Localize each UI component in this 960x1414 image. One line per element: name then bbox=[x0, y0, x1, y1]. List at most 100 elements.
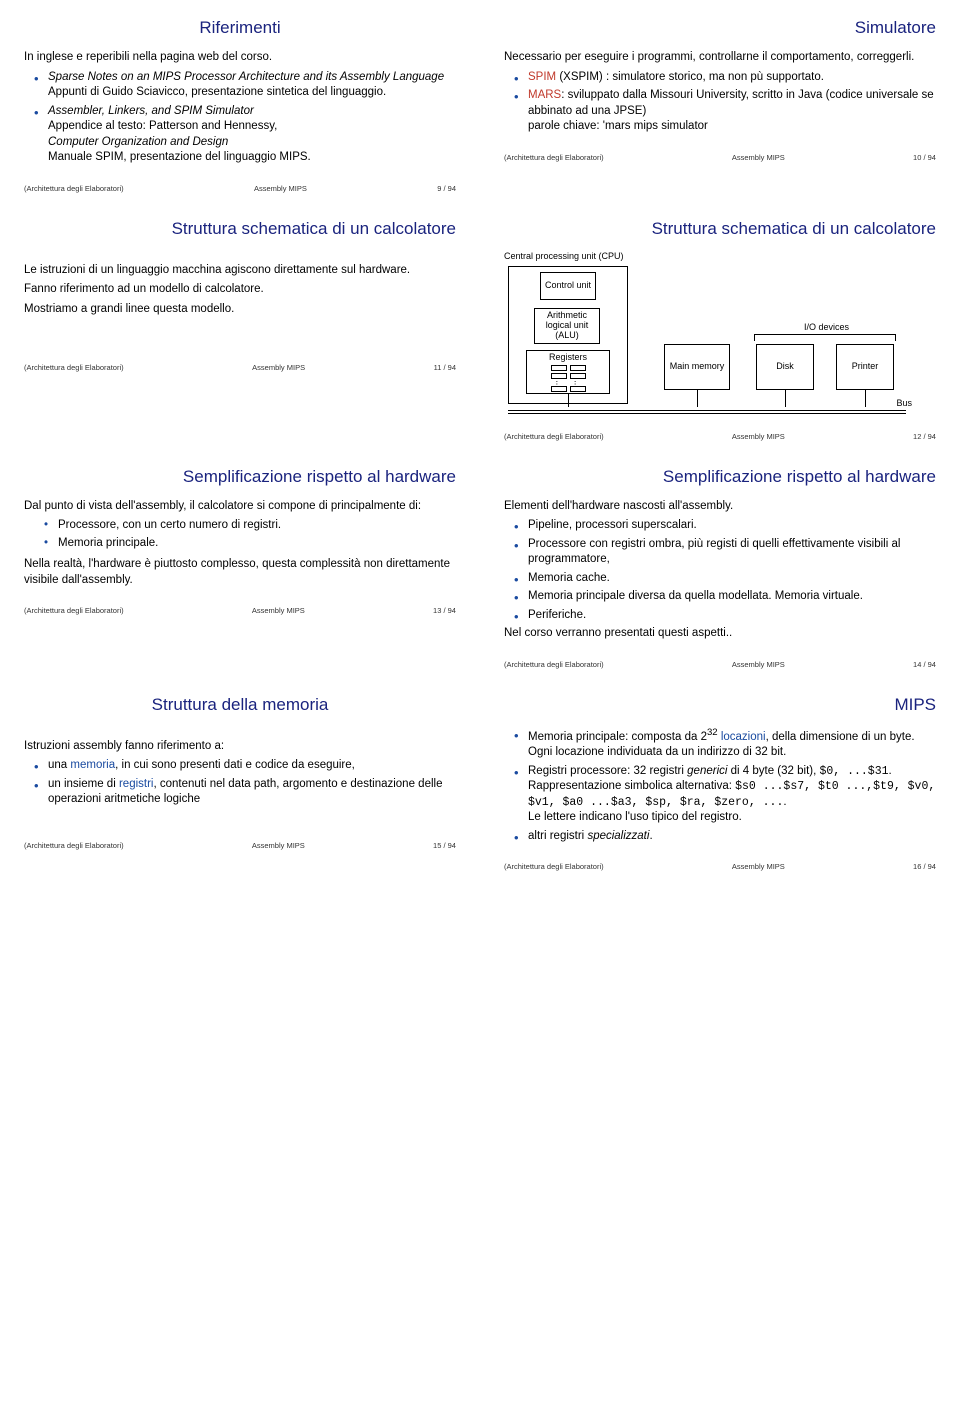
box-label: Control unit bbox=[545, 281, 591, 291]
footer-center: Assembly MIPS bbox=[732, 153, 785, 162]
bullet-item: SPIM (XSPIM) : simulatore storico, ma no… bbox=[518, 70, 936, 86]
slide-title: Struttura schematica di un calcolatore bbox=[504, 219, 936, 239]
slide-struttura-diagram: Struttura schematica di un calcolatore C… bbox=[480, 201, 960, 449]
para: Nel corso verranno presentati questi asp… bbox=[504, 626, 936, 642]
footer-left: (Architettura degli Elaboratori) bbox=[504, 153, 604, 162]
para: Nella realtà, l'hardware è piuttosto com… bbox=[24, 557, 456, 588]
box-label: Registers bbox=[549, 353, 587, 363]
footer-page: 13 / 94 bbox=[433, 606, 456, 615]
sim-keywords: parole chiave: 'mars mips simulator bbox=[528, 120, 708, 132]
slide-title: MIPS bbox=[504, 695, 936, 715]
bullet-list: Sparse Notes on an MIPS Processor Archit… bbox=[24, 70, 456, 166]
bullet-item: un insieme di registri, contenuti nel da… bbox=[38, 777, 456, 808]
intro-text: In inglese e reperibili nella pagina web… bbox=[24, 50, 456, 66]
para: Mostriamo a grandi linee questa modello. bbox=[24, 302, 456, 318]
sim-desc: : sviluppato dalla Missouri University, … bbox=[528, 89, 934, 117]
link-text: locazioni bbox=[718, 731, 766, 743]
slide-memoria: Struttura della memoria Istruzioni assem… bbox=[0, 677, 480, 879]
ref-book: Computer Organization and Design bbox=[48, 136, 228, 148]
text: , in cui sono presenti dati e codice da … bbox=[115, 759, 355, 771]
connector bbox=[568, 394, 569, 407]
footer-center: Assembly MIPS bbox=[254, 184, 307, 193]
footer-left: (Architettura degli Elaboratori) bbox=[24, 184, 124, 193]
text: altri registri bbox=[528, 830, 587, 842]
ref-lead: A bbox=[48, 105, 56, 117]
footer-left: (Architettura degli Elaboratori) bbox=[24, 363, 124, 372]
para: Dal punto di vista dell'assembly, il cal… bbox=[24, 499, 456, 515]
slide-footer: (Architettura degli Elaboratori) Assembl… bbox=[24, 359, 456, 372]
slide-title: Semplificazione rispetto al hardware bbox=[24, 467, 456, 487]
bullet-item: Sparse Notes on an MIPS Processor Archit… bbox=[38, 70, 456, 101]
sim-desc: (XSPIM) : simulatore storico, ma non pù … bbox=[556, 71, 824, 83]
connector bbox=[697, 390, 698, 407]
text: . bbox=[783, 796, 786, 808]
box-label: Main memory bbox=[670, 362, 725, 372]
cpu-caption: Central processing unit (CPU) bbox=[504, 251, 936, 261]
footer-page: 11 / 94 bbox=[434, 363, 456, 372]
bullet-item: Processore, con un certo numero di regis… bbox=[48, 518, 456, 534]
bullet-item: una memoria, in cui sono presenti dati e… bbox=[38, 758, 456, 774]
intro-text: Necessario per eseguire i programmi, con… bbox=[504, 50, 936, 66]
footer-center: Assembly MIPS bbox=[732, 862, 785, 871]
io-brace bbox=[754, 334, 896, 342]
footer-center: Assembly MIPS bbox=[732, 660, 785, 669]
connector bbox=[865, 390, 866, 407]
footer-center: Assembly MIPS bbox=[252, 363, 305, 372]
text: Registri processore: 32 registri bbox=[528, 765, 687, 777]
link-text: memoria bbox=[70, 759, 115, 771]
slide-title: Simulatore bbox=[504, 18, 936, 38]
slide-footer: (Architettura degli Elaboratori) Assembl… bbox=[504, 656, 936, 669]
bullet-list: SPIM (XSPIM) : simulatore storico, ma no… bbox=[504, 70, 936, 135]
bullet-item: Periferiche. bbox=[518, 608, 936, 624]
slide-footer: (Architettura degli Elaboratori) Assembl… bbox=[504, 858, 936, 871]
bus-line bbox=[508, 410, 906, 411]
connector bbox=[785, 390, 786, 407]
footer-left: (Architettura degli Elaboratori) bbox=[504, 862, 604, 871]
italic-text: generici bbox=[687, 765, 727, 777]
para: Elementi dell'hardware nascosti all'asse… bbox=[504, 499, 936, 515]
code-text: $0, ...$31 bbox=[819, 765, 888, 778]
slide-mips: MIPS Memoria principale: composta da 232… bbox=[480, 677, 960, 879]
alu-box: Arithmetic logical unit (ALU) bbox=[534, 308, 600, 344]
ref-title: Sparse Notes on an MIPS Processor Archit… bbox=[48, 71, 444, 83]
bullet-item: Memoria principale diversa da quella mod… bbox=[518, 589, 936, 605]
sub-list: Processore, con un certo numero di regis… bbox=[24, 518, 456, 551]
slide-riferimenti: Riferimenti In inglese e reperibili nell… bbox=[0, 0, 480, 201]
bullet-item: Memoria principale: composta da 232 loca… bbox=[518, 727, 936, 761]
sim-name: MARS bbox=[528, 89, 561, 101]
bullet-item: Processore con registri ombra, più regis… bbox=[518, 537, 936, 568]
registers-box: Registers ⋮ ⋮ bbox=[526, 350, 610, 394]
ref-desc: Appendice al testo: Patterson and Hennes… bbox=[48, 120, 277, 132]
bullet-item: MARS: sviluppato dalla Missouri Universi… bbox=[518, 88, 936, 135]
text: Memoria principale: composta da 2 bbox=[528, 731, 707, 743]
bullet-item: Registri processore: 32 registri generic… bbox=[518, 764, 936, 826]
italic-text: specializzati bbox=[587, 830, 649, 842]
slide-title: Struttura schematica di un calcolatore bbox=[24, 219, 456, 239]
bullet-item: Assembler, Linkers, and SPIM Simulator A… bbox=[38, 104, 456, 166]
bullet-item: Memoria principale. bbox=[48, 536, 456, 552]
box-label: Arithmetic logical unit (ALU) bbox=[535, 311, 599, 341]
bullet-item: Memoria cache. bbox=[518, 571, 936, 587]
footer-page: 16 / 94 bbox=[913, 862, 936, 871]
para: Istruzioni assembly fanno riferimento a: bbox=[24, 739, 456, 755]
slide-footer: (Architettura degli Elaboratori) Assembl… bbox=[24, 602, 456, 615]
para: Le istruzioni di un linguaggio macchina … bbox=[24, 263, 456, 279]
text: una bbox=[48, 759, 70, 771]
bus-line bbox=[508, 413, 906, 414]
footer-left: (Architettura degli Elaboratori) bbox=[24, 606, 124, 615]
box-label: Printer bbox=[852, 362, 879, 372]
text: un insieme di bbox=[48, 778, 119, 790]
text: di 4 byte (32 bit), bbox=[727, 765, 819, 777]
text: . bbox=[889, 765, 892, 777]
slide-footer: (Architettura degli Elaboratori) Assembl… bbox=[504, 428, 936, 441]
link-text: registri bbox=[119, 778, 154, 790]
bus-label: Bus bbox=[896, 398, 912, 408]
ref-desc: Manuale SPIM, presentazione del linguagg… bbox=[48, 151, 311, 163]
disk-box: Disk bbox=[756, 344, 814, 390]
ref-title: ssembler, Linkers, and SPIM Simulator bbox=[56, 105, 254, 117]
footer-page: 10 / 94 bbox=[913, 153, 936, 162]
footer-page: 9 / 94 bbox=[437, 184, 456, 193]
control-unit-box: Control unit bbox=[540, 272, 596, 300]
footer-page: 15 / 94 bbox=[433, 841, 456, 850]
bullet-list: Memoria principale: composta da 232 loca… bbox=[504, 727, 936, 844]
